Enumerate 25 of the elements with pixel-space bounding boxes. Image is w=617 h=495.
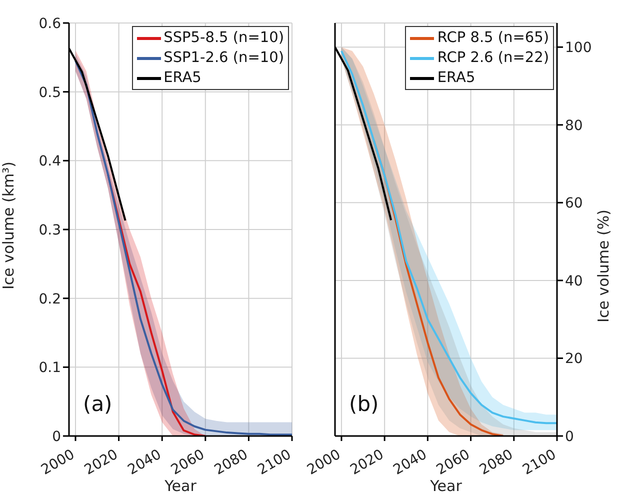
annotation: (b) bbox=[349, 392, 379, 416]
legend-label: SSP5-8.5 (n=10) bbox=[164, 29, 284, 48]
x-axis-title: Year bbox=[164, 477, 198, 495]
legend-label: ERA5 bbox=[164, 69, 202, 88]
y-tick-label: 0.2 bbox=[38, 291, 61, 308]
legend-label: RCP 2.6 (n=22) bbox=[437, 49, 549, 68]
y2-tick-label: 20 bbox=[565, 351, 583, 368]
y-tick-label: 0.6 bbox=[38, 16, 62, 32]
y2-tick-label: 60 bbox=[565, 196, 583, 212]
y-tick-label: 0.5 bbox=[38, 84, 61, 101]
y2-tick-label: 100 bbox=[565, 40, 592, 56]
x-axis-title: Year bbox=[429, 477, 463, 495]
y-tick-label: 0.4 bbox=[38, 154, 62, 170]
legend-label: ERA5 bbox=[437, 69, 476, 88]
y-tick-label: 0.1 bbox=[38, 360, 61, 376]
y2-axis-title: Ice volume (%) bbox=[594, 210, 612, 322]
y2-tick-label: 40 bbox=[565, 273, 583, 290]
y2-tick-label: 80 bbox=[565, 118, 583, 134]
legend-label: SSP1-2.6 (n=10) bbox=[164, 49, 284, 68]
annotation: (a) bbox=[83, 392, 112, 416]
y-tick-label: 0 bbox=[52, 428, 61, 445]
y2-tick-label: 0 bbox=[565, 428, 574, 445]
y-tick-label: 0.3 bbox=[38, 222, 61, 238]
y-axis-title: Ice volume (km³) bbox=[0, 161, 18, 290]
legend-label: RCP 8.5 (n=65) bbox=[437, 29, 549, 48]
